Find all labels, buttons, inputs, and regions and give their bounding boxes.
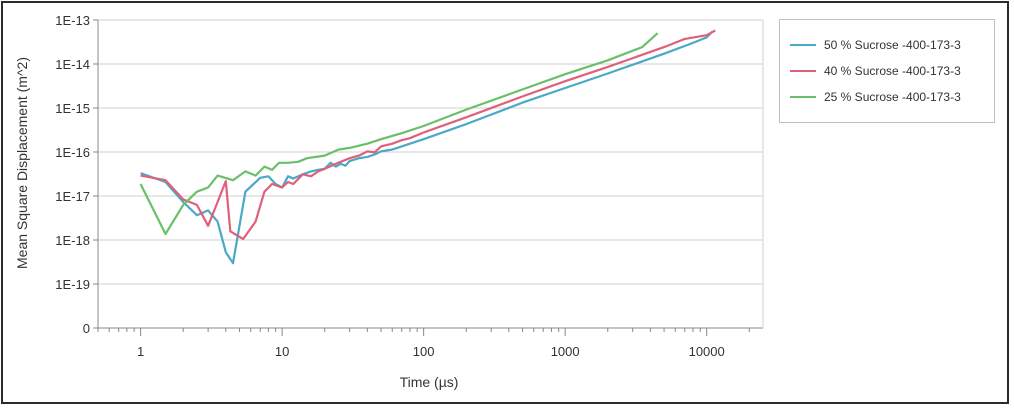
y-tick-label: 1E-19 [55, 277, 90, 292]
x-axis-ticks: 1 10 100 1000 10000 [97, 328, 750, 359]
x-tick-label: 1000 [551, 344, 580, 359]
x-tick-label: 10 [275, 344, 289, 359]
x-tick-label: 1 [137, 344, 144, 359]
y-axis-title: Mean Square Displacement (m^2) [14, 57, 30, 269]
legend-item-50[interactable]: 50 % Sucrose -400-173-3 [790, 36, 961, 54]
chart-frame: 0 1E-19 1E-18 1E-17 1E-16 1E-15 1E-14 1E-13 1 10… [1, 1, 1009, 404]
legend-label-40: 40 % Sucrose -400-173-3 [824, 64, 961, 78]
axes [97, 20, 764, 329]
x-axis-title: Time (µs) [400, 374, 459, 390]
series-lines [139, 29, 716, 265]
series-line-2 [139, 32, 659, 236]
line-chart: 0 1E-19 1E-18 1E-17 1E-16 1E-15 1E-14 1E-13 1 10… [14, 13, 764, 390]
x-tick-label: 100 [413, 344, 435, 359]
x-tick-label: 10000 [689, 344, 725, 359]
legend-item-25[interactable]: 25 % Sucrose -400-173-3 [790, 88, 961, 106]
y-tick-label: 1E-17 [55, 189, 90, 204]
y-tick-label: 0 [83, 321, 90, 336]
legend-label-25: 25 % Sucrose -400-173-3 [824, 90, 961, 104]
legend-swatch-40 [790, 70, 816, 72]
legend-item-40[interactable]: 40 % Sucrose -400-173-3 [790, 62, 961, 80]
series-line-1 [140, 29, 716, 241]
legend: 50 % Sucrose -400-173-3 40 % Sucrose -40… [779, 19, 995, 123]
y-tick-label: 1E-16 [55, 145, 90, 160]
y-tick-label: 1E-14 [55, 57, 90, 72]
y-tick-label: 1E-15 [55, 101, 90, 116]
series-line-0 [140, 30, 714, 265]
y-tick-label: 1E-13 [55, 13, 90, 28]
y-tick-label: 1E-18 [55, 233, 90, 248]
legend-swatch-50 [790, 44, 816, 46]
grid-lines [98, 19, 763, 285]
legend-swatch-25 [790, 96, 816, 98]
legend-label-50: 50 % Sucrose -400-173-3 [824, 38, 961, 52]
y-axis-ticks: 0 1E-19 1E-18 1E-17 1E-16 1E-15 1E-14 1E-13 [55, 13, 98, 336]
